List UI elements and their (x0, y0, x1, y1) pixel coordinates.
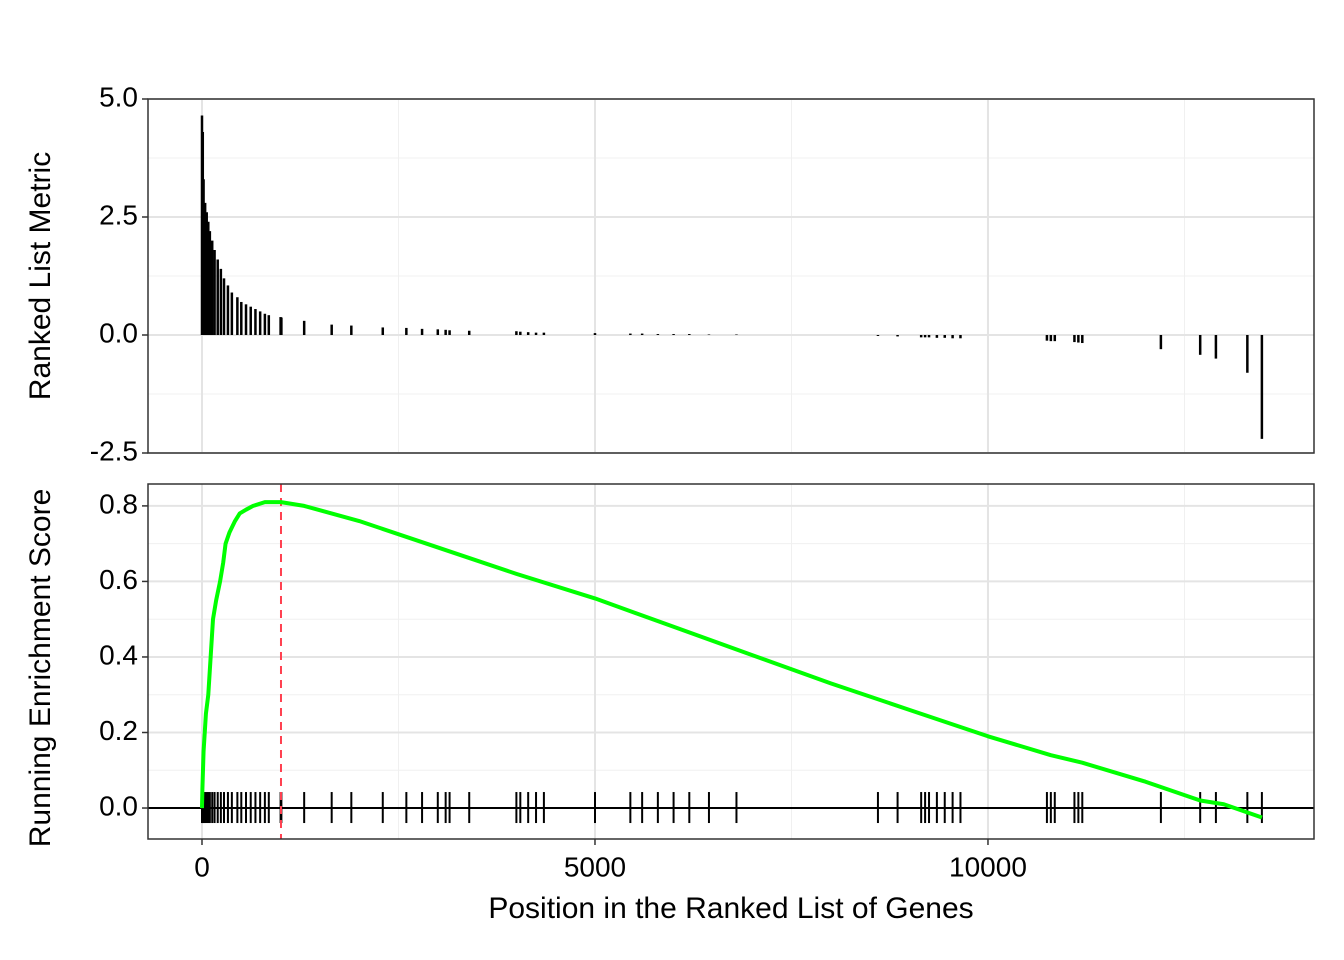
y-tick-label: -2.5 (90, 435, 138, 466)
y-tick-label: 0.0 (99, 317, 138, 348)
x-tick-label: 5000 (564, 851, 626, 882)
y-tick-label: 5.0 (99, 81, 138, 112)
y-axis-title: Running Enrichment Score (24, 489, 57, 848)
y-tick-label: 0.4 (99, 639, 138, 670)
y-tick-label: 0.6 (99, 564, 138, 595)
running-es-line (199, 500, 1263, 820)
x-axis-title: Position in the Ranked List of Genes (488, 892, 973, 925)
y-tick-label: 0.2 (99, 715, 138, 746)
y-tick-label: 0.0 (99, 790, 138, 821)
y-tick-label: 0.8 (99, 488, 138, 519)
x-tick-label: 10000 (949, 851, 1027, 882)
panel-border (147, 483, 1315, 840)
y-tick-label: 2.5 (99, 199, 138, 230)
y-axis-title: Ranked List Metric (24, 152, 57, 400)
x-tick-label: 0 (194, 851, 210, 882)
panel-border (147, 98, 1315, 454)
